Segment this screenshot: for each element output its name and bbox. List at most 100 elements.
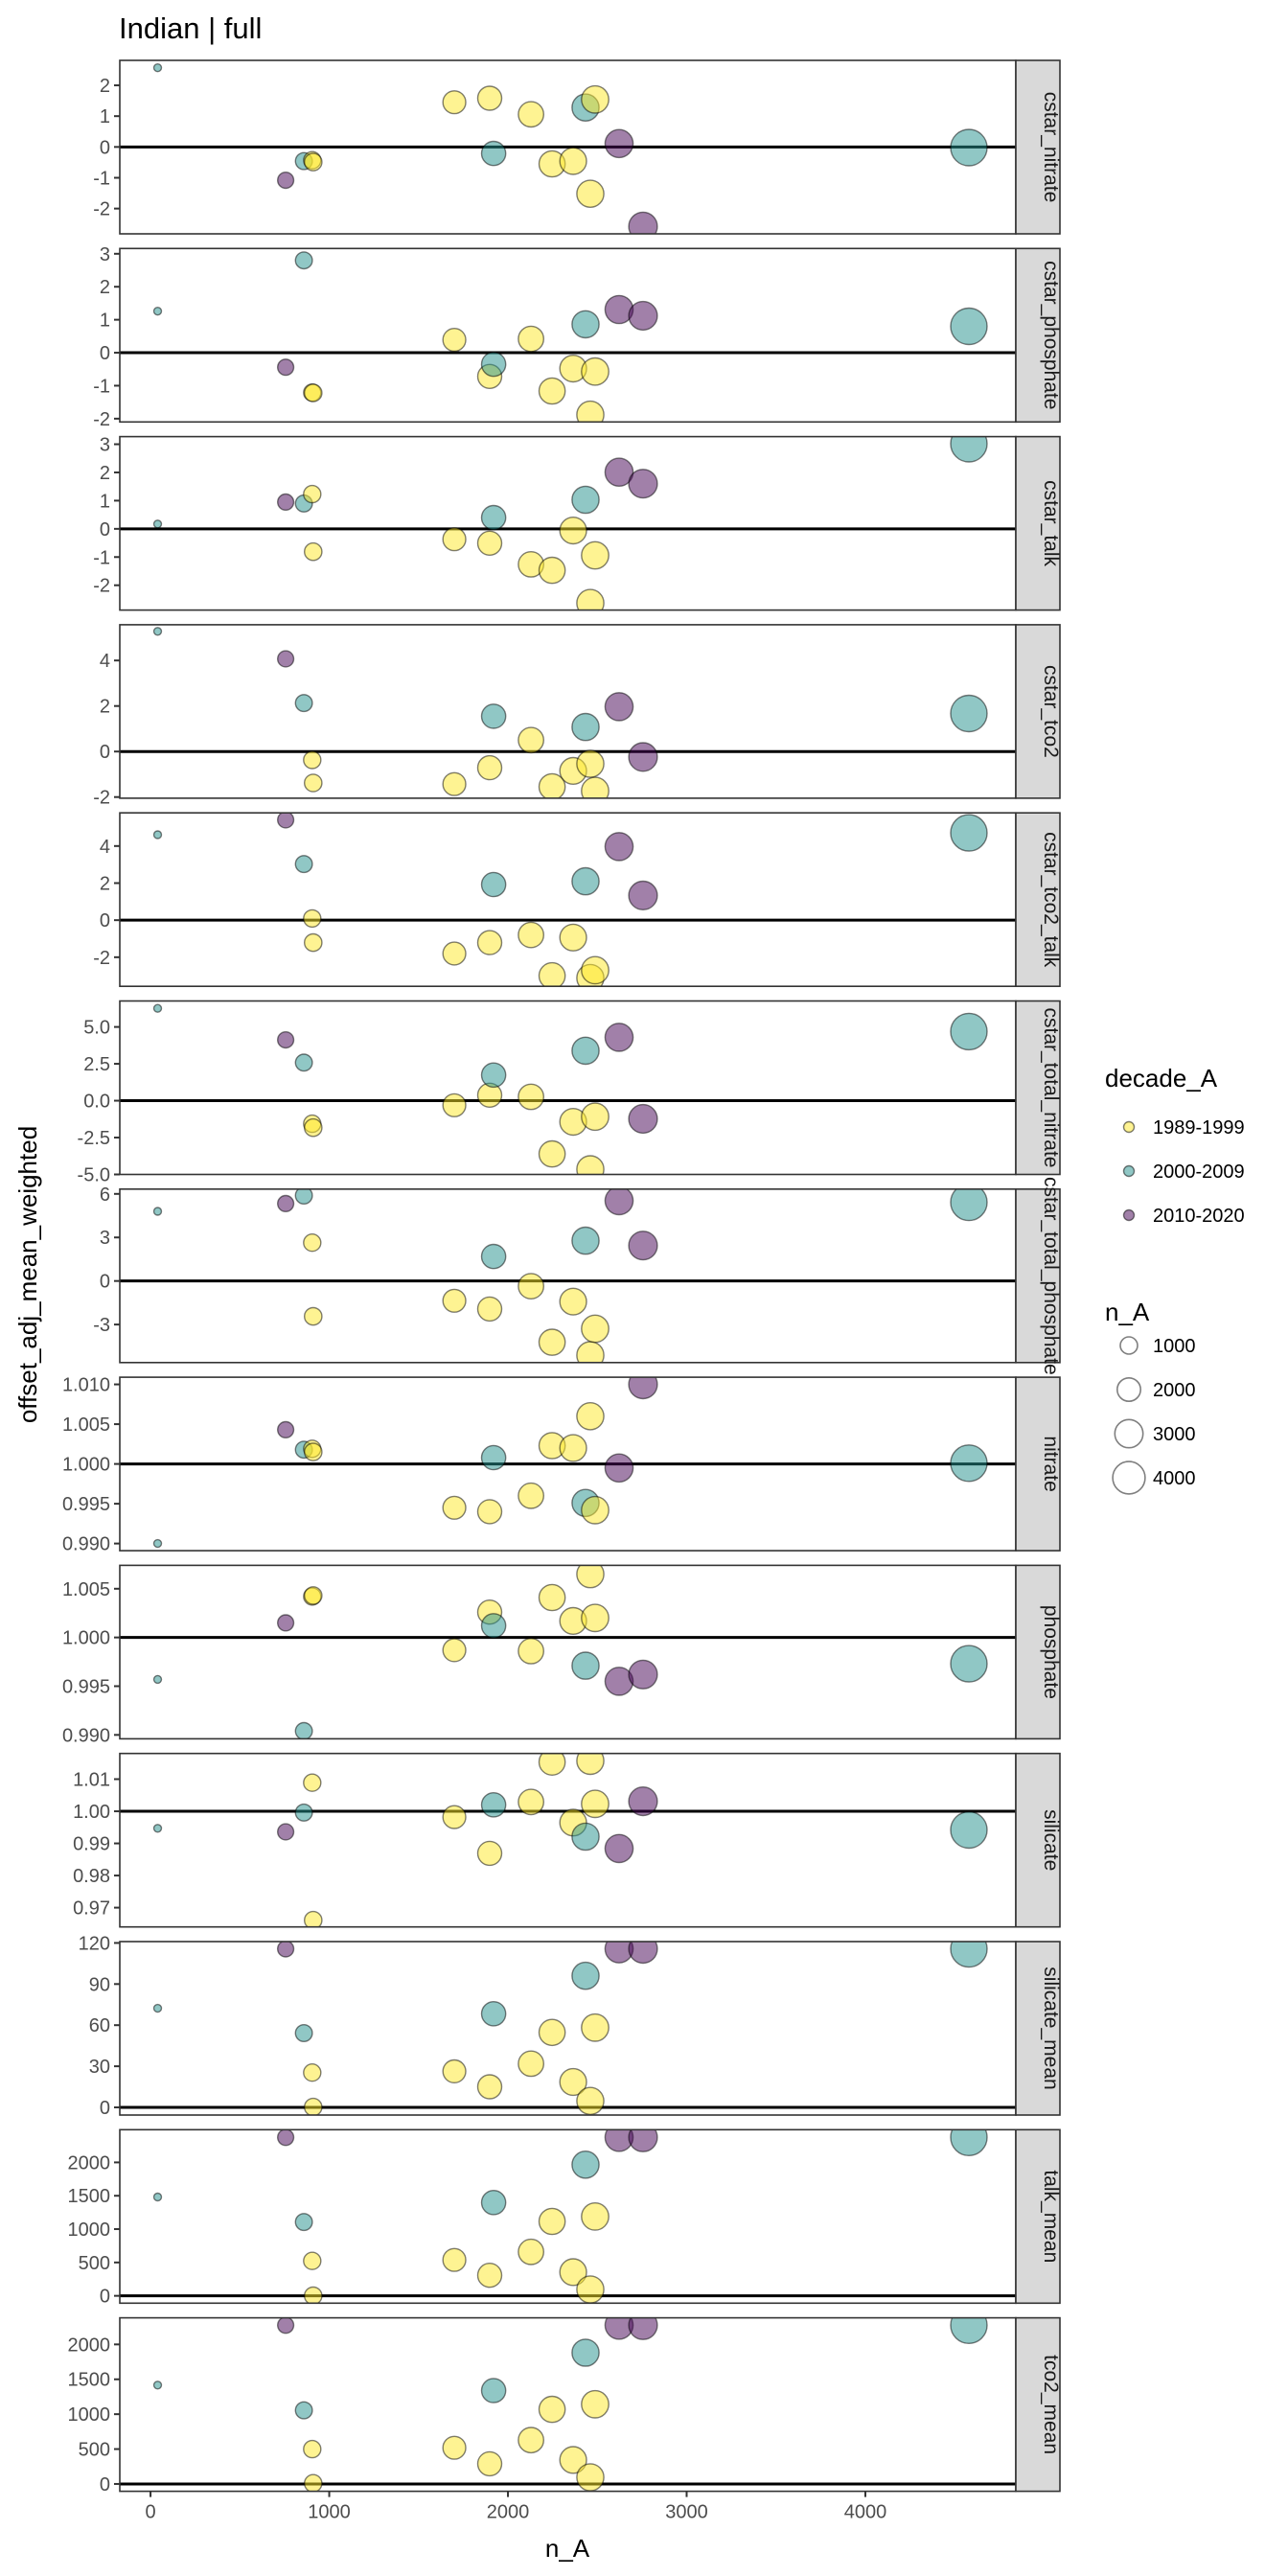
data-point	[277, 813, 295, 829]
panel-nitrate: nitrate 0.990 0.995 1.000 1.005 1.010	[62, 1375, 1062, 1555]
y-tick-label: 1500	[68, 2186, 111, 2207]
data-point	[628, 1659, 658, 1690]
legend-size-key	[1114, 1418, 1144, 1449]
data-point	[518, 726, 544, 754]
y-tick-label: -2	[93, 576, 110, 597]
data-point	[576, 2463, 605, 2492]
data-point	[581, 540, 610, 570]
y-tick-label: 5.0	[83, 1018, 110, 1039]
y-tick-label: 4	[100, 651, 110, 672]
y-tick-label: 0.990	[62, 1534, 110, 1555]
panel-cstar_phosphate: cstar_phosphate -2 -1 0 1 2 3	[93, 244, 1062, 430]
facet-strip-label: cstar_tco2_talk	[1040, 832, 1062, 968]
data-point	[152, 1674, 163, 1685]
data-point	[604, 832, 634, 862]
data-point	[277, 1942, 295, 1958]
y-tick-label: 2.5	[83, 1054, 110, 1075]
data-point	[581, 2012, 610, 2042]
y-tick-label: 0	[100, 2474, 110, 2496]
facet-strip	[1015, 812, 1061, 988]
data-point	[277, 1030, 295, 1049]
facet-strip	[1015, 1376, 1061, 1552]
data-point	[576, 400, 605, 423]
data-point	[576, 749, 605, 778]
y-tick-label: -2	[93, 199, 110, 220]
facet-strip	[1015, 59, 1061, 235]
data-point	[152, 62, 163, 73]
facet-strip-label: silicate_mean	[1040, 1966, 1062, 2089]
data-point	[476, 930, 503, 955]
data-point	[303, 2062, 322, 2082]
data-point	[538, 1583, 566, 1612]
panel-cstar_total_nitrate: cstar_total_nitrate -5.0 -2.5 0.0 2.5 5.0	[78, 1000, 1062, 1186]
data-point	[628, 2317, 658, 2340]
y-axis-title: offset_adj_mean_weighted	[13, 1126, 42, 1423]
data-point	[277, 2129, 295, 2147]
data-point	[576, 2086, 605, 2115]
data-point	[604, 128, 634, 159]
points	[152, 436, 988, 610]
data-point	[442, 527, 467, 552]
y-tick-label: 2	[100, 697, 110, 718]
data-point	[480, 1444, 507, 1471]
data-point	[294, 2023, 313, 2042]
y-tick-label: 0.995	[62, 1676, 110, 1697]
data-point	[294, 1721, 313, 1739]
points	[152, 627, 988, 798]
legend-size-label: 3000	[1153, 1424, 1196, 1445]
y-tick-label: 1	[100, 491, 110, 512]
x-tick-label: 4000	[844, 2502, 887, 2523]
data-point	[604, 1833, 634, 1864]
data-point	[950, 1188, 988, 1222]
data-point	[950, 1444, 988, 1483]
data-point	[442, 1805, 467, 1829]
y-tick-label: 0.990	[62, 1725, 110, 1746]
data-point	[303, 1773, 322, 1792]
y-tick-label: 1.00	[73, 1802, 110, 1823]
facet-strip-label: cstar_total_phosphate	[1040, 1177, 1062, 1375]
x-tick-label: 0	[146, 2502, 156, 2523]
panel-background	[120, 1753, 1016, 1927]
data-point	[152, 519, 163, 529]
y-tick-label: 1500	[68, 2370, 111, 2391]
data-point	[277, 1823, 295, 1841]
data-point	[576, 1565, 605, 1589]
data-point	[950, 1942, 988, 1968]
data-point	[538, 377, 566, 405]
data-point	[277, 650, 295, 668]
facet-strip	[1015, 1564, 1061, 1740]
legend-size-items: 1000 2000 3000 4000	[1112, 1336, 1196, 1495]
data-point	[581, 1495, 610, 1525]
data-point	[559, 1434, 587, 1462]
data-point	[304, 2286, 323, 2304]
y-tick-label: 3	[100, 435, 110, 456]
y-tick-label: -2.5	[78, 1128, 110, 1149]
data-point	[476, 1296, 503, 1322]
data-point	[476, 1499, 503, 1525]
panel-cstar_talk: cstar_talk -2 -1 0 1 2 3	[93, 435, 1062, 611]
data-point	[480, 2000, 507, 2027]
data-point	[152, 2380, 163, 2390]
data-point	[571, 712, 600, 742]
data-point	[294, 2213, 313, 2232]
y-tick-label: 1.005	[62, 1579, 110, 1600]
y-tick-label: -1	[93, 376, 110, 397]
y-tick-label: -3	[93, 1315, 110, 1336]
data-point	[571, 866, 600, 896]
data-point	[152, 627, 163, 636]
data-point	[303, 1442, 323, 1461]
data-point	[152, 1207, 163, 1216]
facet-strip	[1015, 624, 1061, 799]
panel-silicate_mean: silicate_mean 0 30 60 90 120	[79, 1933, 1062, 2119]
data-point	[480, 1792, 507, 1818]
legend-color-key	[1122, 1164, 1136, 1178]
legend-size-title: n_A	[1105, 1298, 1150, 1326]
data-point	[442, 328, 467, 353]
facet-strip	[1015, 2128, 1061, 2305]
panel-phosphate: phosphate 0.990 0.995 1.000 1.005	[62, 1564, 1062, 1746]
data-point	[303, 1232, 322, 1253]
data-point	[538, 2207, 566, 2236]
data-point	[480, 2378, 507, 2404]
data-point	[480, 871, 507, 898]
